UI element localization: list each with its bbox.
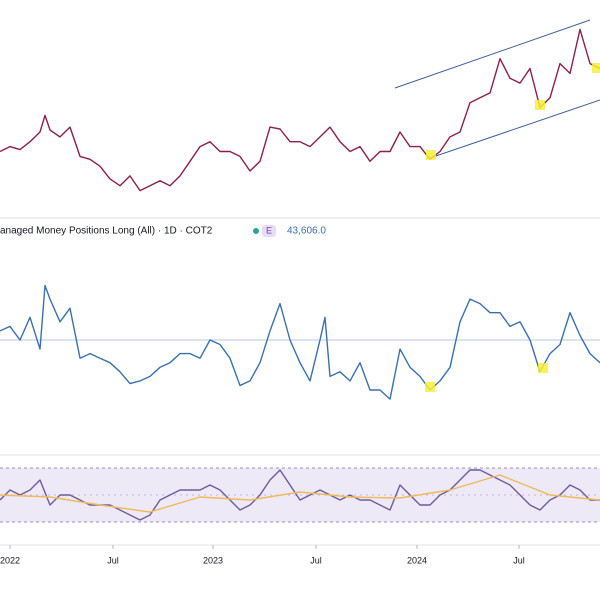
x-tick-label: 2023: [203, 555, 223, 565]
highlight-marker: [535, 100, 545, 110]
series-line: [0, 284, 600, 400]
legend-badge-bg: [262, 225, 276, 237]
highlight-marker: [426, 150, 436, 160]
legend-name: anaged Money Positions Long (All) · 1D ·…: [0, 226, 213, 237]
highlight-marker: [425, 382, 435, 392]
series-layer: [0, 28, 600, 521]
channel-upper: [394, 19, 591, 89]
highlight-marker: [538, 363, 548, 373]
legend-value: 43,606.0: [287, 226, 326, 237]
series-line: [0, 28, 600, 192]
x-tick-label: Jul: [107, 555, 119, 565]
x-tick-label: Jul: [513, 555, 525, 565]
highlight-marker: [592, 63, 600, 73]
legend-status-dot: [253, 228, 259, 234]
legend-badge: E: [266, 225, 272, 235]
series-line: [0, 474, 600, 513]
channel-lower: [429, 99, 600, 159]
x-tick-label: Jul: [310, 555, 322, 565]
x-tick-label: 2024: [407, 555, 427, 565]
x-tick-label: 2022: [0, 555, 20, 565]
